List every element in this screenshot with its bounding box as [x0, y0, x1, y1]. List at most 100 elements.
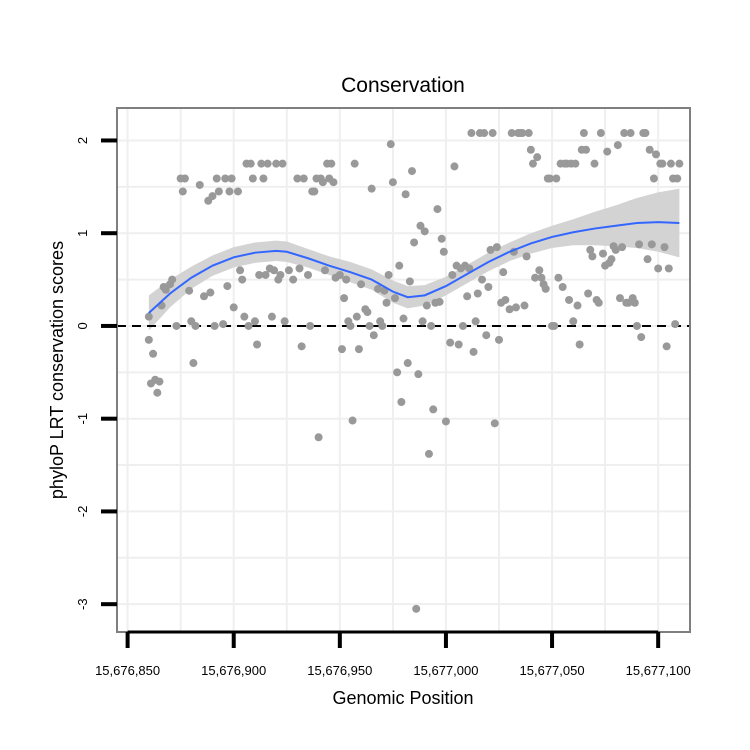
data-point: [545, 174, 554, 183]
data-point: [429, 405, 438, 414]
data-point: [643, 255, 652, 264]
data-point: [172, 321, 181, 330]
data-point: [185, 286, 194, 295]
data-point: [675, 159, 684, 168]
data-point: [632, 321, 641, 330]
data-point: [579, 129, 588, 138]
data-point: [484, 282, 493, 291]
data-point: [565, 295, 574, 304]
data-point: [420, 227, 429, 236]
data-point: [395, 261, 404, 270]
data-point: [244, 321, 253, 330]
data-point: [352, 312, 361, 321]
data-point: [641, 129, 650, 138]
data-point: [246, 159, 255, 168]
data-point: [335, 270, 344, 279]
data-point: [403, 359, 412, 368]
data-point: [598, 249, 607, 258]
data-point: [248, 174, 257, 183]
data-point: [416, 221, 425, 230]
data-point: [280, 317, 289, 326]
data-point: [418, 317, 427, 326]
data-point: [478, 275, 487, 284]
data-point: [664, 264, 673, 273]
data-point: [446, 338, 455, 347]
data-point: [407, 167, 416, 176]
data-point: [473, 289, 482, 298]
data-point: [422, 301, 431, 310]
data-point: [357, 280, 366, 289]
data-point: [433, 205, 442, 214]
data-point: [382, 298, 391, 307]
points-layer: [144, 129, 684, 613]
data-point: [393, 368, 402, 377]
data-point: [210, 321, 219, 330]
data-point: [257, 159, 266, 168]
data-point: [535, 266, 544, 275]
data-point: [270, 266, 279, 275]
data-point: [465, 264, 474, 273]
data-point: [635, 240, 644, 249]
data-point: [310, 187, 319, 196]
data-point: [149, 349, 158, 358]
data-point: [518, 129, 527, 138]
data-point: [410, 238, 419, 247]
data-point: [658, 159, 667, 168]
x-axis: 15,676,850 15,676,900 15,676,950 15,677,000…: [95, 630, 691, 678]
data-point: [306, 321, 315, 330]
y-axis-label: phyloP LRT conservation scores: [47, 241, 67, 499]
data-point: [200, 292, 209, 301]
data-point: [531, 273, 540, 282]
data-point: [318, 178, 327, 187]
smooth-line-layer: [148, 221, 680, 314]
data-point: [594, 298, 603, 307]
data-point: [155, 377, 164, 386]
data-point: [412, 604, 421, 613]
data-point: [414, 370, 423, 379]
x-tick-label: 15,677,000: [413, 663, 478, 678]
data-point: [603, 147, 612, 156]
x-tick-label: 15,676,950: [307, 663, 372, 678]
data-point: [480, 129, 489, 138]
data-point: [524, 129, 533, 138]
data-point: [386, 140, 395, 149]
data-point: [212, 174, 221, 183]
data-point: [255, 270, 264, 279]
data-point: [259, 174, 268, 183]
data-point: [586, 245, 595, 254]
y-axis: -3 -2 -1 0 1 2: [75, 137, 117, 610]
data-point: [144, 312, 153, 321]
data-point: [454, 340, 463, 349]
data-point: [492, 243, 501, 252]
data-point: [471, 317, 480, 326]
data-point: [223, 282, 232, 291]
data-point: [573, 301, 582, 310]
data-point: [276, 270, 285, 279]
data-point: [189, 359, 198, 368]
data-point: [607, 255, 616, 264]
data-point: [206, 288, 215, 297]
data-point: [499, 268, 508, 277]
data-point: [195, 180, 204, 189]
data-point: [552, 174, 561, 183]
y-tick-label: 0: [75, 322, 90, 329]
data-point: [267, 312, 276, 321]
confidence-band-layer: [148, 188, 680, 331]
data-point: [673, 174, 682, 183]
data-point: [550, 321, 559, 330]
data-point: [437, 234, 446, 243]
data-point: [533, 153, 542, 162]
data-point: [278, 159, 287, 168]
data-point: [554, 273, 563, 282]
data-point: [289, 275, 298, 284]
data-point: [284, 266, 293, 275]
data-point: [236, 266, 245, 275]
data-point: [374, 284, 383, 293]
data-point: [348, 416, 357, 425]
data-point: [253, 340, 262, 349]
data-point: [261, 270, 270, 279]
data-point: [488, 129, 497, 138]
data-point: [501, 295, 510, 304]
data-point: [363, 308, 372, 317]
